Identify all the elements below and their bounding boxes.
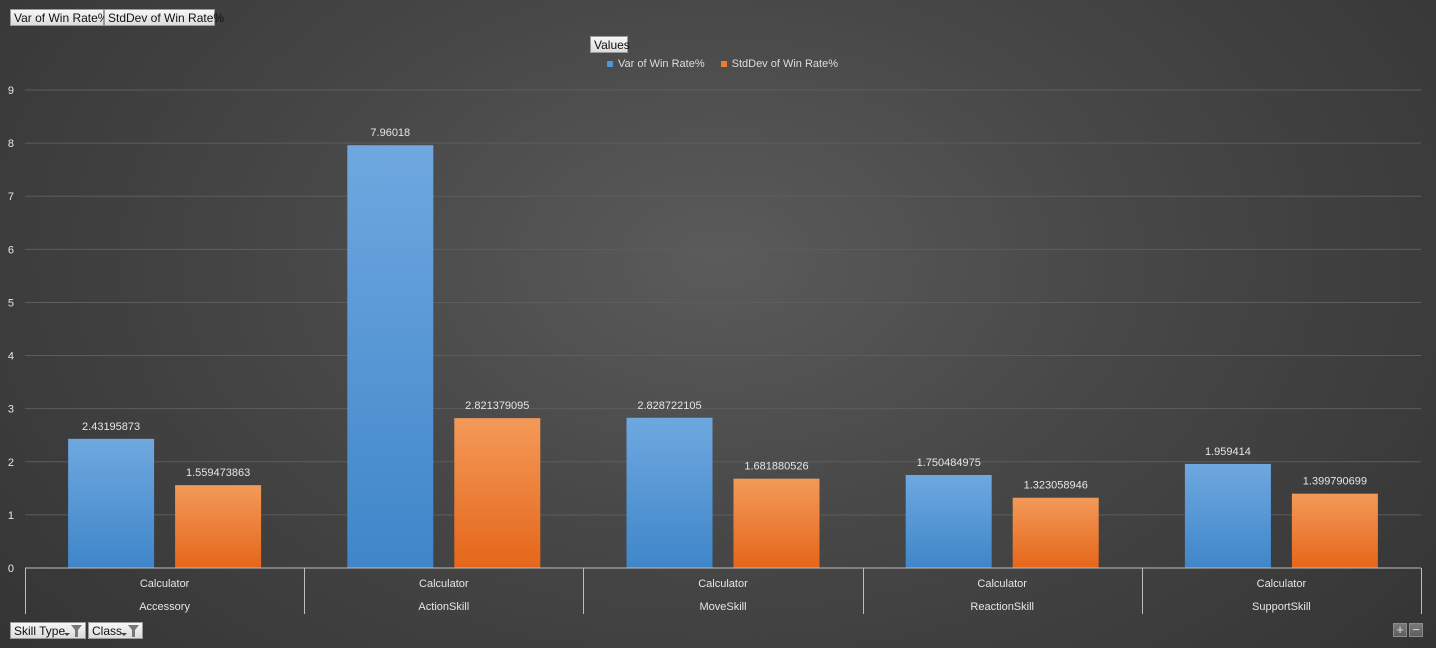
x-subcategory-label: Calculator xyxy=(1257,578,1307,590)
x-subcategory-label: Calculator xyxy=(419,578,469,590)
bar xyxy=(175,485,262,568)
y-tick-label: 6 xyxy=(8,244,14,256)
legend-item-stdev: StdDev of Win Rate% xyxy=(720,58,838,70)
y-tick-label: 0 xyxy=(8,563,14,575)
zoom-out-button[interactable]: − xyxy=(1409,623,1423,637)
x-category-label: Accessory xyxy=(139,601,190,613)
y-tick-label: 3 xyxy=(8,404,14,416)
x-category-label: MoveSkill xyxy=(699,601,746,613)
x-category-label: ActionSkill xyxy=(418,601,469,613)
y-tick-label: 5 xyxy=(8,297,14,309)
y-tick-label: 7 xyxy=(8,191,14,203)
legend-label-var: Var of Win Rate% xyxy=(618,58,705,70)
bar xyxy=(905,475,992,568)
value-field-button-stdev[interactable]: StdDev of Win Rate% xyxy=(104,9,224,26)
legend-item-var: Var of Win Rate% xyxy=(607,58,705,70)
x-subcategory-label: Calculator xyxy=(977,578,1027,590)
bar xyxy=(1291,493,1378,568)
y-tick-label: 9 xyxy=(8,85,14,97)
skill-type-label: Skill Type xyxy=(14,624,66,638)
data-label: 2.821379095 xyxy=(465,400,529,412)
x-category-label: SupportSkill xyxy=(1252,601,1311,613)
bar xyxy=(1184,463,1271,568)
data-label: 7.96018 xyxy=(370,127,410,139)
data-label: 2.43195873 xyxy=(82,421,140,433)
data-label: 1.681880526 xyxy=(744,461,808,473)
bar xyxy=(68,438,155,568)
data-label: 1.323058946 xyxy=(1024,480,1088,492)
bars: 2.43195873 1.559473863 7.96018 2.821379095 2… xyxy=(68,127,1378,568)
bar xyxy=(626,417,713,568)
legend-values-button[interactable]: Values xyxy=(590,36,630,53)
bar xyxy=(347,145,434,568)
chart-legend: Var of Win Rate% StdDev of Win Rate% xyxy=(607,58,838,70)
y-tick-label: 1 xyxy=(8,510,14,522)
data-label: 1.959414 xyxy=(1205,446,1251,458)
data-label: 2.828722105 xyxy=(637,400,701,412)
legend-swatch-orange xyxy=(720,61,727,67)
filter-funnel-icon xyxy=(121,625,139,637)
category-axis: Calculator Accessory Calculator ActionSkill… xyxy=(25,567,1422,614)
x-category-label: ReactionSkill xyxy=(970,601,1034,613)
data-label: 1.399790699 xyxy=(1303,476,1367,488)
skill-type-filter-button[interactable]: Skill Type xyxy=(10,622,86,639)
legend-swatch-blue xyxy=(607,61,613,67)
zoom-in-button[interactable]: + xyxy=(1393,623,1407,637)
y-tick-label: 2 xyxy=(8,457,14,469)
data-label: 1.559473863 xyxy=(186,467,250,479)
x-subcategory-label: Calculator xyxy=(140,578,190,590)
legend-label-stdev: StdDev of Win Rate% xyxy=(731,58,838,70)
gridlines: 0 1 2 3 4 5 6 7 8 9 xyxy=(8,85,1421,575)
y-tick-label: 8 xyxy=(8,138,14,150)
bar xyxy=(454,418,541,568)
filter-funnel-icon xyxy=(64,625,82,637)
y-tick-label: 4 xyxy=(8,351,14,363)
value-field-button-var[interactable]: Var of Win Rate% xyxy=(10,9,108,26)
bar xyxy=(1012,497,1099,568)
class-label: Class xyxy=(92,624,123,638)
x-subcategory-label: Calculator xyxy=(698,578,748,590)
class-filter-button[interactable]: Class xyxy=(88,622,143,639)
data-label: 1.750484975 xyxy=(917,457,981,469)
bar xyxy=(733,478,820,568)
